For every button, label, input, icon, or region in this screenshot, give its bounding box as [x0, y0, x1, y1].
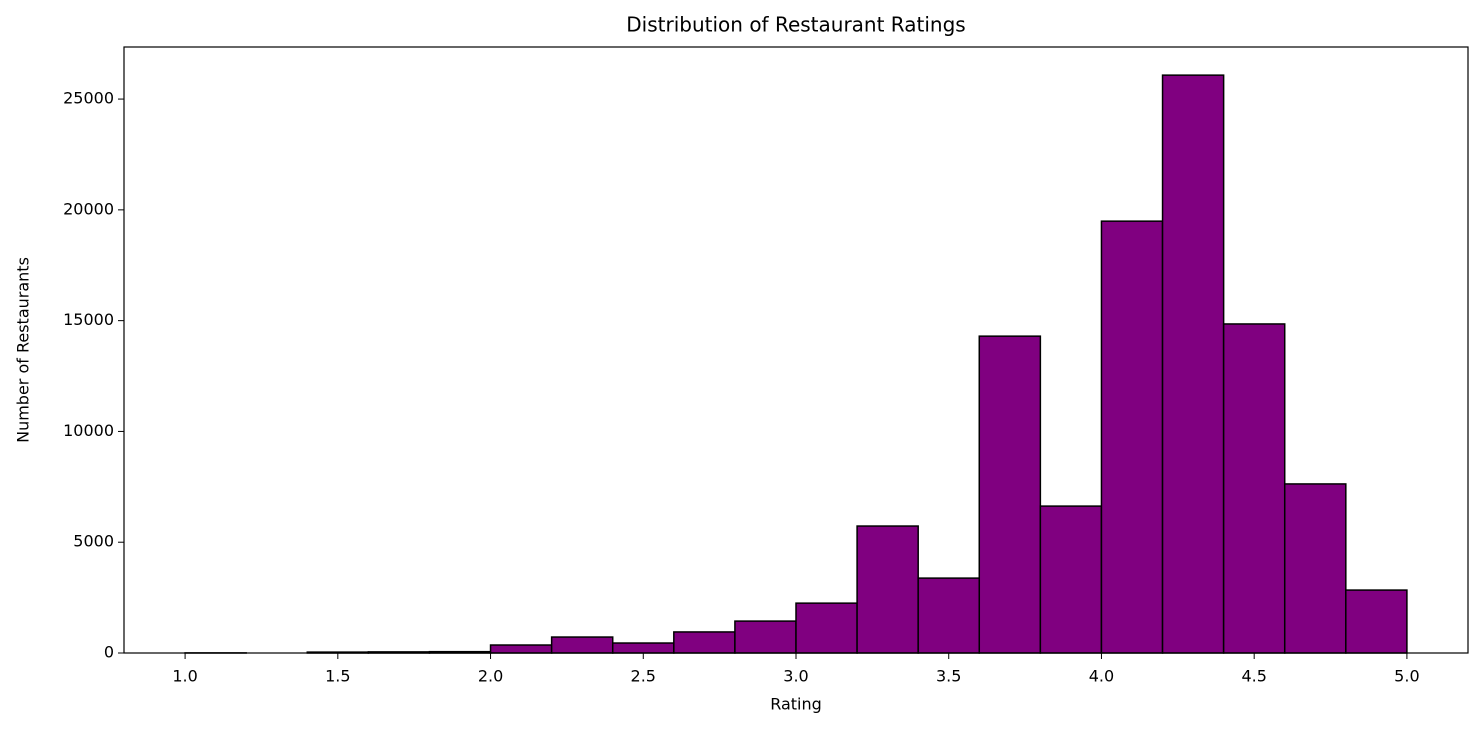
x-tick-label: 2.0	[478, 667, 503, 686]
x-tick-label: 1.0	[172, 667, 197, 686]
bar	[856, 525, 919, 654]
bar	[1039, 505, 1103, 654]
bar	[1100, 220, 1164, 654]
x-tick-label: 5.0	[1394, 667, 1419, 686]
bar	[1345, 589, 1408, 654]
bar	[795, 602, 858, 654]
bar	[673, 631, 736, 654]
y-tick-label: 0	[104, 643, 114, 662]
y-tick-label: 10000	[63, 421, 114, 440]
bar	[611, 642, 675, 654]
plot-frame	[123, 46, 1469, 654]
bar	[1222, 323, 1286, 654]
y-tick-label: 15000	[63, 310, 114, 329]
bar	[1283, 483, 1347, 654]
x-tick-label: 3.0	[783, 667, 808, 686]
x-tick-label: 3.5	[936, 667, 961, 686]
bar	[489, 644, 553, 654]
bar	[978, 335, 1042, 654]
x-tick-label: 4.0	[1089, 667, 1114, 686]
bar	[917, 577, 981, 654]
chart-title: Distribution of Restaurant Ratings	[626, 13, 965, 37]
y-axis-label: Number of Restaurants	[14, 257, 33, 443]
y-tick-label: 20000	[63, 199, 114, 218]
bar	[1161, 74, 1225, 654]
bar	[550, 636, 614, 654]
x-tick-label: 4.5	[1241, 667, 1266, 686]
x-tick-label: 1.5	[325, 667, 350, 686]
bar	[734, 620, 797, 654]
x-axis-label: Rating	[770, 695, 822, 714]
y-tick-label: 5000	[73, 532, 114, 551]
y-tick-label: 25000	[63, 89, 114, 108]
x-tick-label: 2.5	[631, 667, 656, 686]
